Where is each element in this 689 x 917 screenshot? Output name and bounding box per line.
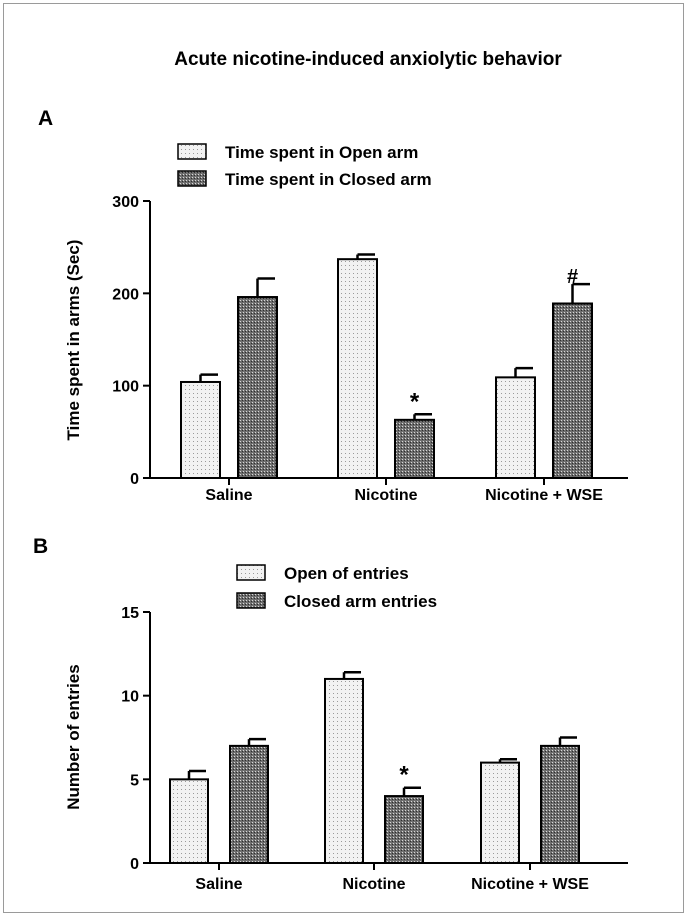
x-tick-label: Nicotine	[354, 487, 417, 504]
significance-marker: *	[399, 762, 409, 789]
bar	[337, 258, 378, 480]
panel-label: B	[33, 535, 48, 558]
y-tick-label: 100	[112, 379, 139, 396]
bar	[324, 677, 364, 865]
bar	[495, 376, 536, 479]
panel-b: B Open of entries Closed arm entries 0 5 10 15…	[33, 535, 628, 893]
y-tick-label: 5	[130, 772, 139, 789]
y-tick-label: 0	[130, 471, 139, 488]
y-axis-label: Time spent in arms (Sec)	[64, 240, 83, 441]
x-tick-label: Saline	[195, 876, 242, 893]
y-tick-label: 300	[112, 194, 139, 211]
y-axis-label: Number of entries	[64, 664, 83, 809]
bar	[540, 744, 580, 864]
bar	[180, 380, 221, 479]
y-tick-label: 200	[112, 286, 139, 303]
x-tick-label: Nicotine + WSE	[485, 487, 603, 504]
legend-swatch	[236, 592, 266, 609]
y-tick-label: 10	[121, 689, 139, 706]
x-tick-label: Saline	[205, 487, 252, 504]
x-tick-label: Nicotine + WSE	[471, 876, 589, 893]
bar	[552, 302, 593, 479]
legend-swatch	[177, 170, 207, 187]
figure-title: Acute nicotine-induced anxiolytic behavi…	[174, 49, 562, 70]
panel-a: A Time spent in Open arm Time spent in Clo…	[38, 107, 628, 504]
panel-label: A	[38, 107, 53, 130]
legend-label: Time spent in Open arm	[225, 143, 418, 162]
y-tick-label: 0	[130, 856, 139, 873]
bar	[169, 778, 209, 864]
bar	[384, 795, 424, 864]
bar	[480, 761, 520, 864]
legend-label: Time spent in Closed arm	[225, 170, 432, 189]
significance-marker: *	[410, 388, 420, 415]
legend-swatch	[236, 564, 266, 581]
legend-swatch	[177, 143, 207, 160]
x-tick-label: Nicotine	[342, 876, 405, 893]
significance-marker: #	[567, 266, 578, 288]
legend-label: Open of entries	[284, 564, 409, 583]
bar	[394, 418, 435, 479]
y-tick-label: 15	[121, 605, 139, 622]
bar	[229, 744, 269, 864]
bar	[237, 296, 278, 479]
legend-label: Closed arm entries	[284, 592, 437, 611]
